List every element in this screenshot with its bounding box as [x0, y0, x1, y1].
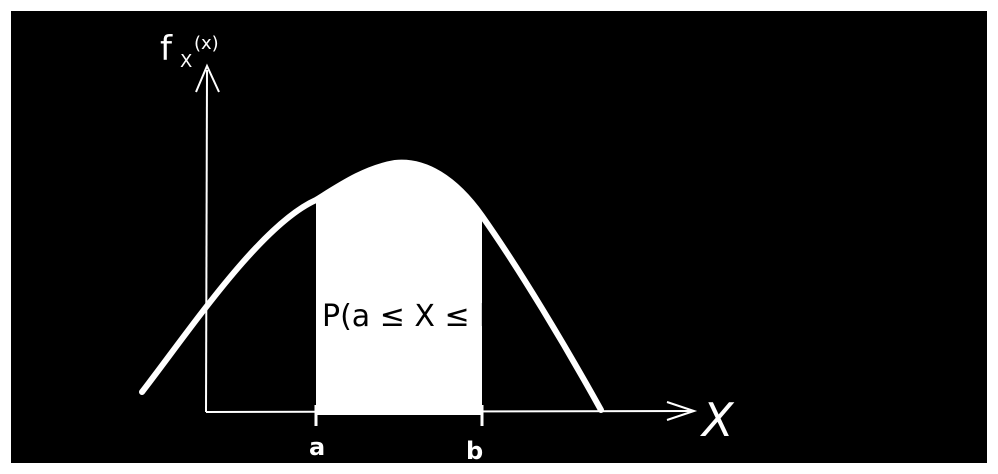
y-axis [205, 69, 208, 413]
probability-region [316, 162, 482, 415]
density-curve [139, 159, 604, 413]
tick-label-b: b [466, 437, 483, 465]
tick-label-a: a [309, 433, 325, 461]
y-axis-label-subscript: X [180, 51, 192, 72]
x-axis-arrowhead [666, 401, 698, 421]
region-label: P(a ≤ X ≤ b) [322, 299, 510, 334]
x-axis [205, 410, 693, 413]
y-axis-arrowhead [195, 63, 220, 93]
x-axis-label: X [700, 393, 735, 447]
y-axis-label-argument: (x) [194, 33, 219, 54]
y-axis-label-f: f [160, 29, 173, 69]
